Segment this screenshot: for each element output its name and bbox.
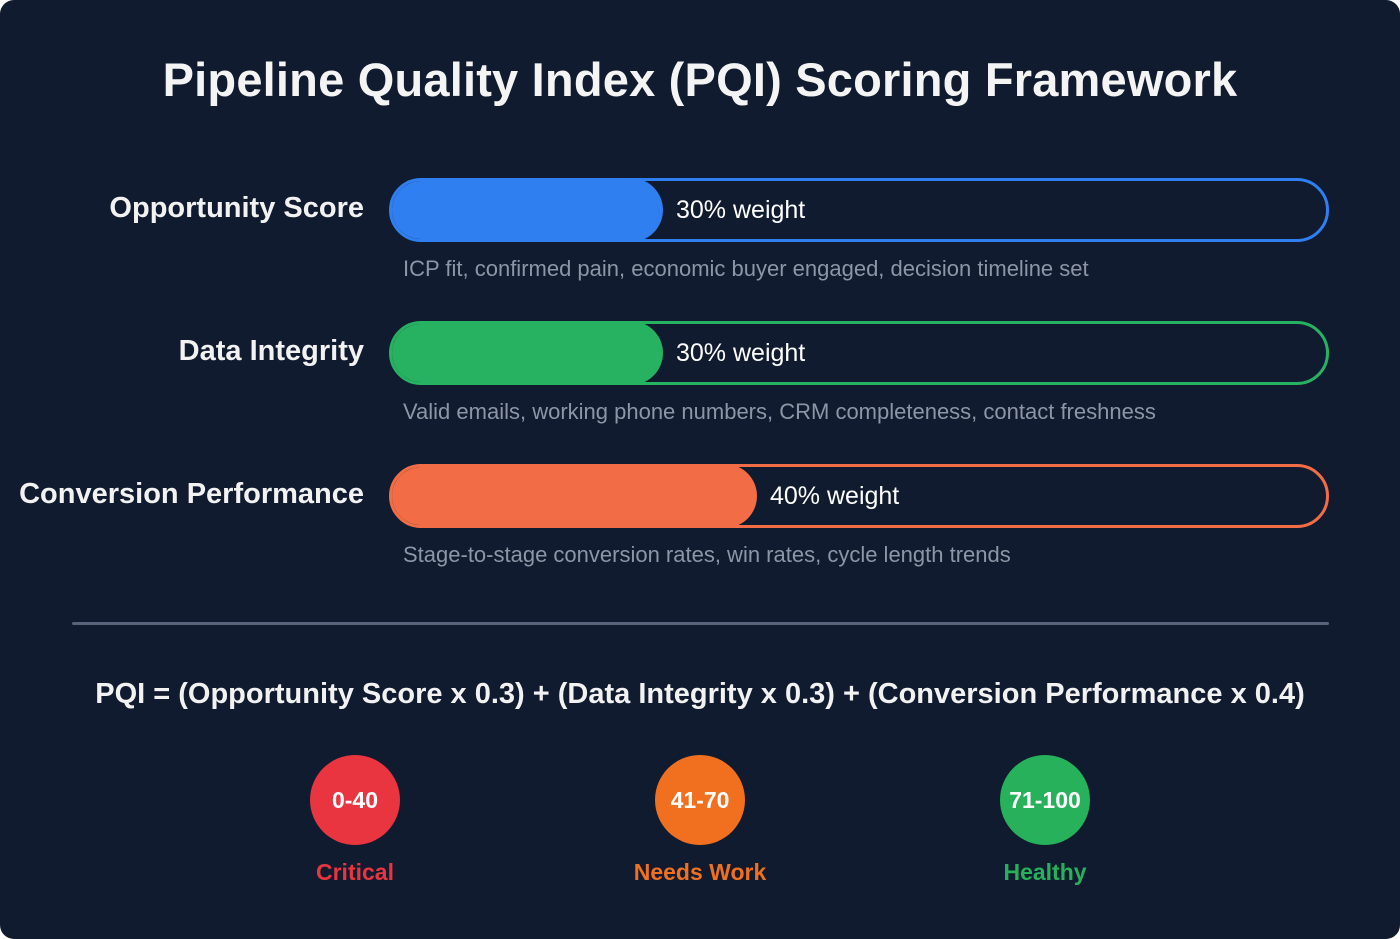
component-description: ICP fit, confirmed pain, economic buyer … bbox=[403, 256, 1089, 281]
component-description: Stage-to-stage conversion rates, win rat… bbox=[403, 542, 1011, 567]
component-row-opportunity-score: Opportunity Score 30% weight ICP fit, co… bbox=[0, 178, 1400, 298]
weight-label: 40% weight bbox=[770, 482, 900, 510]
weight-bar: 30% weight bbox=[389, 321, 1329, 385]
tier-range-badge: 71-100 bbox=[1000, 755, 1090, 845]
pqi-formula: PQI = (Opportunity Score x 0.3) + (Data … bbox=[95, 678, 1305, 710]
tier-needs-work: 41-70 Needs Work bbox=[600, 755, 800, 886]
weight-bar: 30% weight bbox=[389, 178, 1329, 242]
weight-bar-fill bbox=[392, 181, 663, 239]
component-label: Opportunity Score bbox=[109, 192, 364, 224]
tier-critical: 0-40 Critical bbox=[255, 755, 455, 886]
section-divider bbox=[72, 622, 1329, 625]
component-label: Conversion Performance bbox=[19, 478, 364, 510]
tier-healthy: 71-100 Healthy bbox=[945, 755, 1145, 886]
tier-label: Critical bbox=[316, 859, 394, 885]
tier-range-badge: 0-40 bbox=[310, 755, 400, 845]
page-title: Pipeline Quality Index (PQI) Scoring Fra… bbox=[162, 53, 1238, 106]
weight-bar-fill bbox=[392, 324, 663, 382]
tier-range-badge: 41-70 bbox=[655, 755, 745, 845]
component-description: Valid emails, working phone numbers, CRM… bbox=[403, 399, 1156, 424]
tier-label: Needs Work bbox=[633, 859, 767, 885]
weight-label: 30% weight bbox=[676, 196, 806, 224]
component-row-conversion-performance: Conversion Performance 40% weight Stage-… bbox=[0, 464, 1400, 584]
tier-label: Healthy bbox=[1003, 859, 1087, 885]
component-label: Data Integrity bbox=[178, 335, 364, 367]
weight-label: 30% weight bbox=[676, 339, 806, 367]
component-row-data-integrity: Data Integrity 30% weight Valid emails, … bbox=[0, 321, 1400, 441]
weight-bar: 40% weight bbox=[389, 464, 1329, 528]
weight-bar-fill bbox=[392, 467, 757, 525]
